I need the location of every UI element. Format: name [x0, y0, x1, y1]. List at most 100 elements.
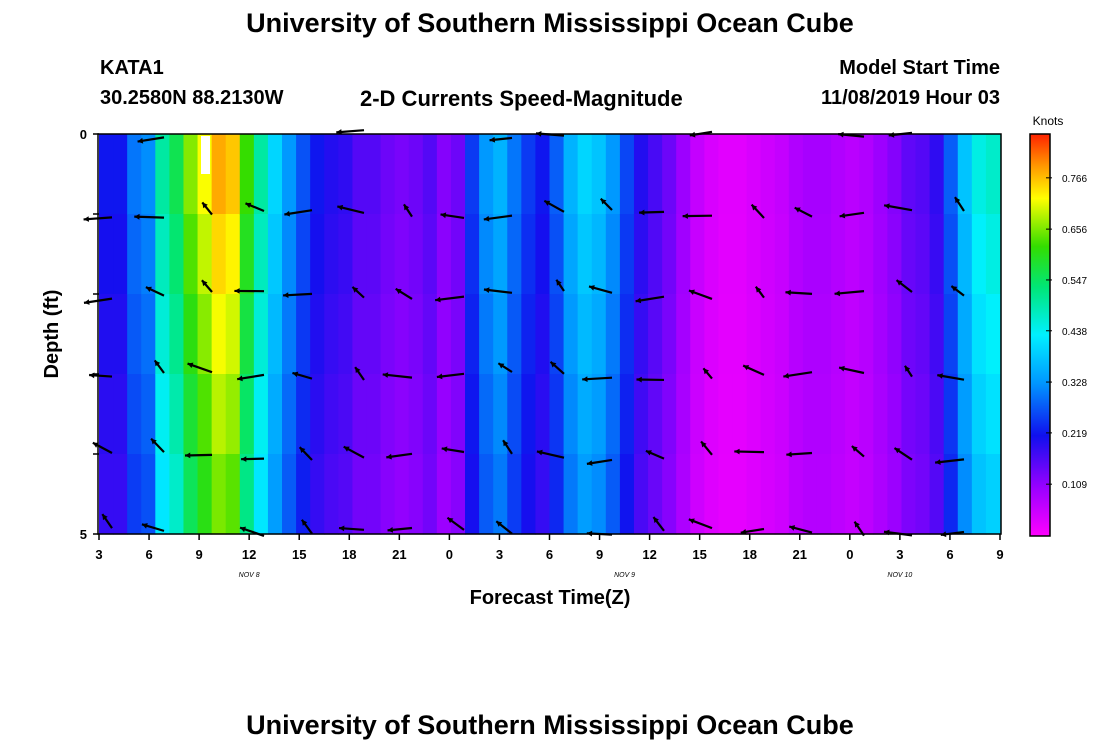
current-arrow [441, 446, 465, 454]
heatmap-cell [296, 374, 311, 455]
heatmap-cell [690, 214, 705, 295]
heatmap-cell [774, 294, 790, 375]
heatmap-cell [535, 294, 551, 375]
heatmap-cell [831, 134, 846, 215]
heatmap-cell [985, 214, 1001, 295]
heatmap-cell [352, 294, 368, 375]
heatmap-cell [394, 134, 410, 215]
heatmap-cell [338, 454, 354, 535]
current-arrow [883, 203, 913, 212]
heatmap-cell [901, 134, 917, 215]
current-arrow [141, 523, 165, 532]
heatmap-cell [155, 134, 170, 215]
heatmap-cell [760, 454, 776, 535]
heatmap-cell [450, 454, 466, 535]
heatmap-cell [648, 214, 663, 295]
heatmap-cell [605, 294, 621, 375]
colorbar-tick-label: 0.328 [1062, 378, 1087, 389]
x-axis-label: Forecast Time(Z) [470, 587, 631, 609]
heatmap-cell [352, 454, 368, 535]
x-tick-label: 9 [996, 547, 1003, 562]
heatmap-cell [605, 134, 621, 215]
heatmap-cell [324, 454, 339, 535]
heatmap-cell [183, 134, 199, 215]
heatmap-cell [915, 214, 931, 295]
current-arrow [234, 288, 265, 294]
heatmap-cell [788, 374, 804, 455]
heatmap-cell [394, 214, 410, 295]
heatmap-cell [662, 294, 677, 375]
heatmap-cell [239, 374, 255, 455]
heatmap-cell [690, 294, 705, 375]
heatmap-cell [943, 374, 959, 455]
heatmap-cell [563, 214, 579, 295]
heatmap-cell [605, 374, 621, 455]
x-tick-label: 21 [793, 547, 807, 562]
heatmap-cell [507, 294, 522, 375]
current-arrow [497, 362, 513, 373]
heatmap-cell [225, 294, 241, 375]
heatmap-cell [648, 134, 663, 215]
heatmap-cell [929, 134, 945, 215]
heatmap-cell [422, 134, 438, 215]
current-arrow [839, 211, 865, 219]
date-label: NOV 9 [614, 572, 635, 579]
heatmap-cell [113, 374, 128, 455]
colorbar-tick-label: 0.438 [1062, 327, 1087, 338]
heatmap-cell [422, 214, 438, 295]
current-arrow [635, 295, 665, 304]
heatmap-cell [831, 294, 846, 375]
heatmap-cell [267, 134, 283, 215]
colorbar [1029, 133, 1051, 537]
heatmap-cell [155, 294, 170, 375]
heatmap-cell [408, 294, 424, 375]
heatmap-cell [887, 294, 903, 375]
heatmap-cell [296, 134, 311, 215]
heatmap-cell [704, 454, 720, 535]
heatmap-cell [493, 294, 508, 375]
current-arrow [436, 372, 465, 380]
current-arrow [386, 452, 413, 460]
y-axis-ticks: 05 [80, 127, 99, 542]
current-arrow [489, 136, 513, 143]
x-tick-label: 9 [195, 547, 202, 562]
current-arrow [788, 525, 813, 534]
heatmap-cell [676, 374, 691, 455]
current-arrow [145, 286, 165, 297]
heatmap-cell [788, 214, 804, 295]
heatmap-cell [127, 294, 142, 375]
heatmap-cell [408, 134, 424, 215]
heatmap-cell [169, 294, 185, 375]
x-tick-label: 0 [846, 547, 853, 562]
current-arrow [700, 440, 713, 456]
heatmap-cell [816, 214, 832, 295]
heatmap-cell [366, 454, 382, 535]
heatmap-cell [253, 374, 269, 455]
heatmap-cell [324, 214, 339, 295]
current-arrow [184, 452, 213, 459]
heatmap-cell [662, 374, 677, 455]
current-arrow [201, 201, 213, 216]
heatmap-cell [324, 134, 339, 215]
heatmap-cell [633, 134, 649, 215]
heatmap-cell [479, 134, 494, 215]
heatmap-cell [479, 294, 494, 375]
heatmap-cell [380, 214, 396, 295]
heatmap-cell [718, 294, 734, 375]
heatmap-cell [408, 454, 424, 535]
heatmap-cell [507, 454, 522, 535]
heatmap-cell [831, 454, 846, 535]
heatmap-cell [619, 294, 635, 375]
heatmap-cell [127, 134, 142, 215]
current-arrow [134, 213, 165, 220]
heatmap-cell [211, 294, 227, 375]
heatmap-cell [704, 214, 720, 295]
heatmap-cell [985, 134, 1001, 215]
heatmap-cell [267, 454, 283, 535]
heatmap-cell [732, 294, 748, 375]
heatmap-cell [901, 454, 917, 535]
x-tick-label: 15 [292, 547, 306, 562]
heatmap-cell [774, 134, 790, 215]
heatmap-cell [155, 454, 170, 535]
heatmap-cell [352, 134, 368, 215]
